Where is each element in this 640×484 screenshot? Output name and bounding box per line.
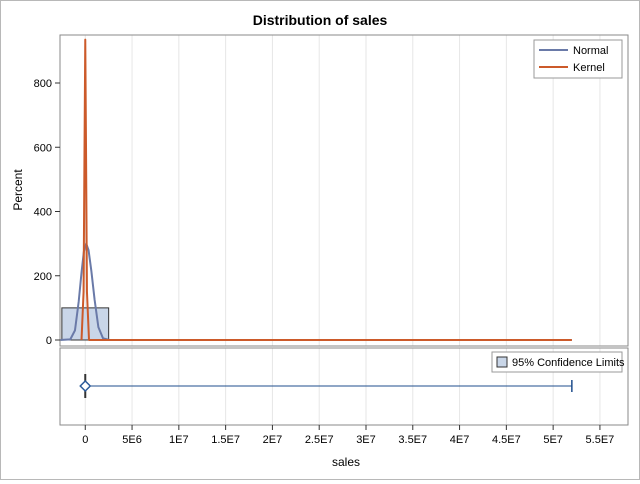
- y-axis-label: Percent: [11, 169, 25, 211]
- x-tick-label: 1E7: [169, 434, 189, 446]
- confidence-legend-swatch: [496, 356, 508, 368]
- x-tick-label: 2E7: [263, 434, 283, 446]
- x-tick-label: 4.5E7: [492, 434, 521, 446]
- confidence-area-border: [59, 347, 629, 426]
- confidence-legend-label: 95% Confidence Limits: [512, 357, 625, 369]
- x-tick-label: 0: [82, 434, 88, 446]
- confidence-diamond-marker: [79, 379, 92, 393]
- density-curve-normal: [59, 242, 572, 341]
- x-tick-label: 3E7: [356, 434, 376, 446]
- confidence-panel: 0 5E6 1E7 1.5E7 2E7 2.5E7 3E7 3.5E7 4E7 4.5E7 5E7 5…: [59, 347, 629, 446]
- legend-box: [533, 39, 623, 79]
- x-tick-label: 5.5E7: [586, 434, 615, 446]
- x-tick-label: 2.5E7: [305, 434, 334, 446]
- y-tick-label: 0: [46, 335, 52, 347]
- x-tick-label: 5E7: [543, 434, 563, 446]
- x-tick-label: 3.5E7: [398, 434, 427, 446]
- x-tick-label: 5E6: [122, 434, 142, 446]
- x-tick-label: 1.5E7: [211, 434, 240, 446]
- y-tick-label: 400: [34, 207, 52, 219]
- legend-label-normal: Normal: [573, 45, 608, 57]
- y-tick-label: 800: [34, 78, 52, 90]
- confidence-legend-box: [491, 351, 623, 373]
- histogram-panel: 0 200 400 600 800 Normal Kernel: [34, 34, 629, 347]
- chart-title: Distribution of sales: [253, 12, 388, 28]
- y-tick-label: 600: [34, 142, 52, 154]
- y-tick-label: 200: [34, 271, 52, 283]
- x-axis-label: sales: [332, 455, 360, 469]
- plot-area-border: [59, 34, 629, 347]
- x-tick-label: 4E7: [450, 434, 470, 446]
- density-curve-kernel: [80, 38, 572, 341]
- legend-label-kernel: Kernel: [573, 62, 605, 74]
